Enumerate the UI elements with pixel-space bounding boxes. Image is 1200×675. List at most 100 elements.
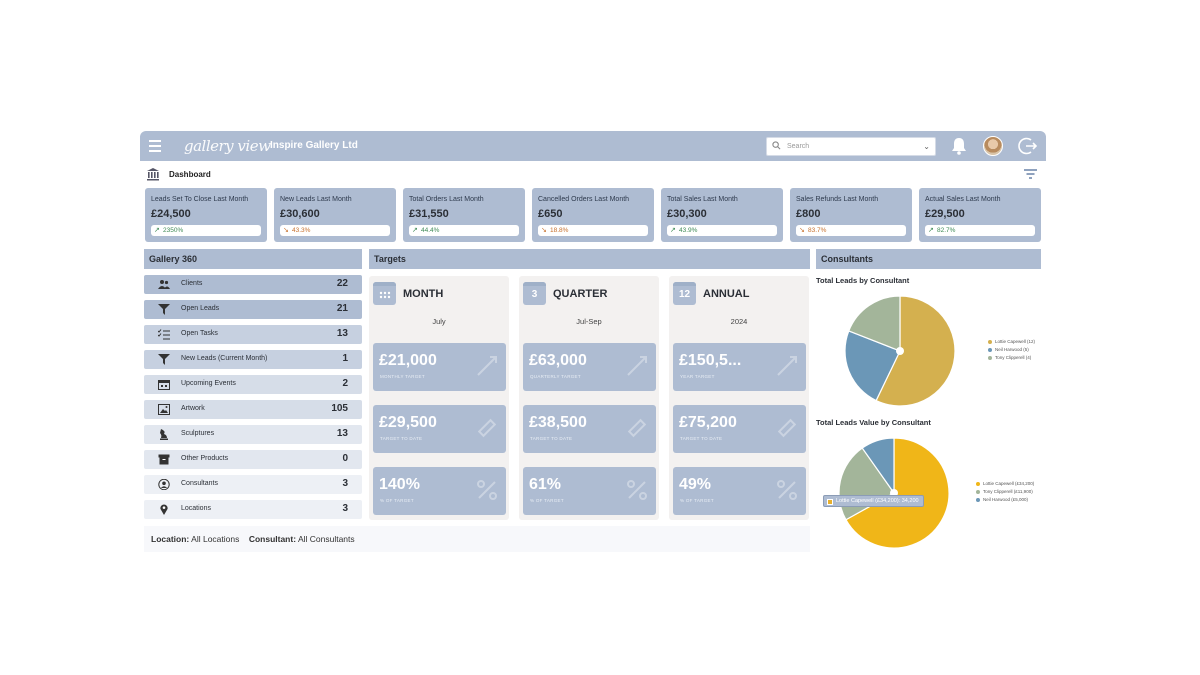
target-decoration-icon (626, 355, 648, 377)
gallery360-item-upcoming-events[interactable]: Upcoming Events 2 (144, 375, 362, 394)
menu-icon[interactable] (149, 140, 163, 152)
target-card[interactable]: £63,000 QUARTERLY TARGET (523, 343, 656, 391)
gallery360-item-label: Clients (181, 280, 203, 287)
target-caption: QUARTERLY TARGET (530, 374, 581, 379)
kpi-label: Cancelled Orders Last Month (538, 196, 630, 203)
kpi-card[interactable]: Sales Refunds Last Month £800 ↘ 83.7% (790, 188, 912, 242)
gallery360-item-other-products[interactable]: Other Products 0 (144, 450, 362, 469)
funnel-icon (158, 354, 170, 365)
target-card[interactable]: £29,500 TARGET TO DATE (373, 405, 506, 453)
target-card[interactable]: 140% % OF TARGET (373, 467, 506, 515)
filter-icon[interactable] (1024, 168, 1037, 181)
sculpture-icon (158, 429, 170, 440)
kpi-card[interactable]: Actual Sales Last Month £29,500 ↗ 82.7% (919, 188, 1041, 242)
search-input[interactable]: Search ⌄ (766, 137, 936, 156)
gallery360-header: Gallery 360 (144, 249, 362, 269)
kpi-card[interactable]: New Leads Last Month £30,600 ↘ 43.3% (274, 188, 396, 242)
pie-slice-neil-harwood[interactable] (861, 437, 895, 495)
kpi-change-badge: ↗ 2350% (151, 225, 261, 236)
legend-item[interactable]: Neil Harwood (5) (988, 346, 1035, 354)
bell-icon[interactable] (951, 137, 967, 155)
gallery360-item-locations[interactable]: Locations 3 (144, 500, 362, 519)
consultants-header: Consultants (816, 249, 1041, 269)
legend-label: Tony Clipperell (£11,900) (983, 489, 1033, 494)
legend-label: Lottie Capewell (£34,200) (983, 481, 1035, 486)
legend-item[interactable]: Tony Clipperell (4) (988, 354, 1035, 362)
search-placeholder: Search (787, 143, 810, 150)
legend-label: Neil Harwood (5) (995, 347, 1029, 352)
target-title: MONTH (403, 288, 444, 300)
app-window: gallery view Inspire Gallery Ltd Search … (140, 131, 1046, 561)
targets-header: Targets (369, 249, 810, 269)
target-card[interactable]: £75,200 TARGET TO DATE (673, 405, 806, 453)
location-filter-value[interactable]: All Locations (191, 534, 240, 544)
gallery360-item-count: 13 (336, 328, 348, 339)
target-value: 61% (529, 476, 562, 493)
kpi-change-badge: ↘ 18.8% (538, 225, 648, 236)
gallery360-item-open-leads[interactable]: Open Leads 21 (144, 300, 362, 319)
gallery360-item-sculptures[interactable]: Sculptures 13 (144, 425, 362, 444)
kpi-label: Sales Refunds Last Month (796, 196, 879, 203)
target-badge-number: 3 (531, 289, 538, 300)
target-column-quarter: 3 QUARTER Jul-Sep £63,000 QUARTERLY TARG… (519, 276, 659, 520)
legend-item[interactable]: Lottie Capewell (12) (988, 338, 1035, 346)
gallery360-item-new-leads-current-month[interactable]: New Leads (Current Month) 1 (144, 350, 362, 369)
target-title: ANNUAL (703, 288, 750, 300)
gallery360-item-count: 22 (336, 278, 348, 289)
gallery360-item-count: 1 (342, 353, 348, 364)
trend-down-icon: ↘ (799, 227, 805, 234)
legend-item[interactable]: Tony Clipperell (£11,900) (976, 488, 1034, 496)
target-value: £38,500 (529, 414, 587, 431)
map-pin-icon (158, 504, 170, 515)
kpi-change-badge: ↗ 44.4% (409, 225, 519, 236)
trend-up-icon: ↗ (670, 227, 676, 234)
funnel-icon (158, 304, 170, 315)
target-caption: % OF TARGET (380, 498, 414, 503)
gallery360-item-clients[interactable]: Clients 22 (144, 275, 362, 294)
pie-slice-lottie-capewell[interactable] (875, 295, 956, 407)
pie-slice-tony-clipperell[interactable] (848, 295, 901, 352)
kpi-value: £800 (796, 208, 821, 220)
kpi-label: New Leads Last Month (280, 196, 352, 203)
kpi-change-badge: ↗ 82.7% (925, 225, 1035, 236)
filter-summary: Location: All Locations Consultant: All … (144, 526, 810, 552)
legend-item[interactable]: Lottie Capewell (£34,200) (976, 480, 1034, 488)
gallery360-item-open-tasks[interactable]: Open Tasks 13 (144, 325, 362, 344)
target-card[interactable]: £150,5... YEAR TARGET (673, 343, 806, 391)
legend-label: Tony Clipperell (4) (995, 355, 1032, 360)
consultant-filter-value[interactable]: All Consultants (297, 534, 355, 544)
search-icon (772, 141, 781, 150)
logout-icon[interactable] (1018, 136, 1038, 156)
chart1-title: Total Leads by Consultant (816, 276, 910, 285)
calendar-icon (158, 379, 170, 390)
target-decoration-icon (776, 417, 798, 439)
kpi-change: 82.7% (937, 227, 956, 234)
target-card[interactable]: £38,500 TARGET TO DATE (523, 405, 656, 453)
target-card[interactable]: £21,000 MONTHLY TARGET (373, 343, 506, 391)
kpi-label: Leads Set To Close Last Month (151, 196, 249, 203)
kpi-card[interactable]: Cancelled Orders Last Month £650 ↘ 18.8% (532, 188, 654, 242)
kpi-card[interactable]: Total Sales Last Month £30,300 ↗ 43.9% (661, 188, 783, 242)
calendar-icon: 3 (523, 282, 546, 305)
pie-slice-neil-harwood[interactable] (844, 330, 901, 402)
gallery360-item-count: 13 (336, 428, 348, 439)
kpi-value: £30,300 (667, 208, 707, 220)
chart1-legend: Lottie Capewell (12) Neil Harwood (5) Tony… (988, 338, 1035, 362)
target-card[interactable]: 61% % OF TARGET (523, 467, 656, 515)
gallery360-item-consultants[interactable]: Consultants 3 (144, 475, 362, 494)
trend-up-icon: ↗ (412, 227, 418, 234)
kpi-card[interactable]: Leads Set To Close Last Month £24,500 ↗ … (145, 188, 267, 242)
target-decoration-icon (476, 355, 498, 377)
target-decoration-icon (476, 417, 498, 439)
avatar[interactable] (983, 136, 1003, 156)
gallery360-item-artwork[interactable]: Artwork 105 (144, 400, 362, 419)
kpi-card[interactable]: Total Orders Last Month £31,550 ↗ 44.4% (403, 188, 525, 242)
gallery360-item-label: Upcoming Events (181, 380, 236, 387)
legend-item[interactable]: Neil Harwood (£5,000) (976, 496, 1034, 504)
leads-pie-chart (844, 295, 956, 407)
chart2-title: Total Leads Value by Consultant (816, 418, 931, 427)
location-filter-label: Location: (151, 534, 190, 544)
gallery360-item-count: 21 (336, 303, 348, 314)
target-period: July (432, 317, 446, 326)
target-card[interactable]: 49% % OF TARGET (673, 467, 806, 515)
